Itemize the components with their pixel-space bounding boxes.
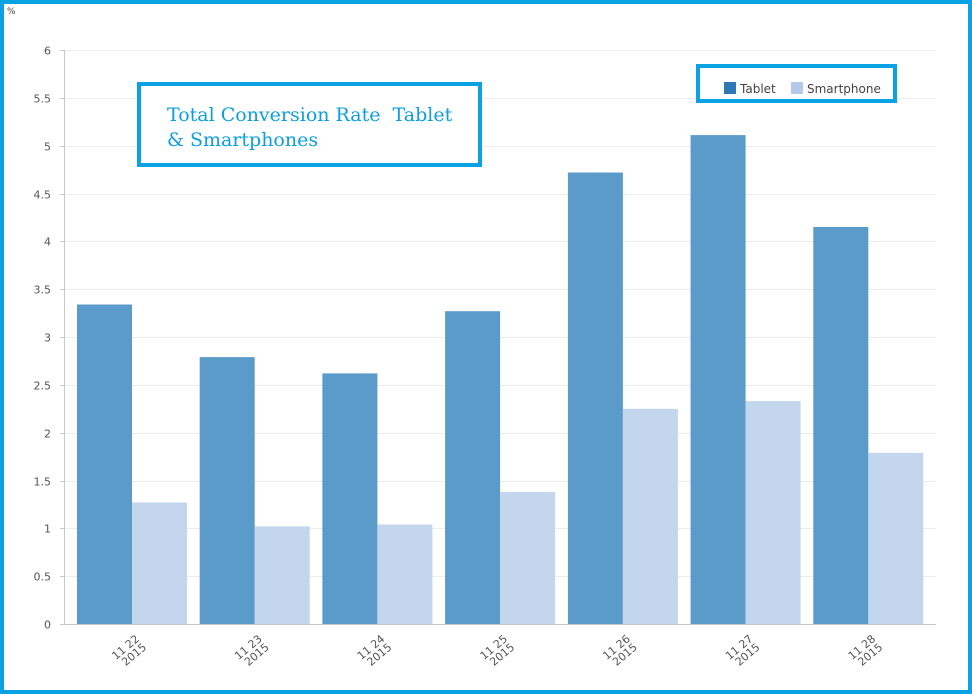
legend-label-smartphone[interactable]: Smartphone <box>807 82 881 96</box>
y-tick-label: 2.5 <box>34 380 52 393</box>
x-tick-label: 11 252015 <box>478 632 518 671</box>
bar-smartphone[interactable] <box>745 401 801 624</box>
y-tick-label: 1 <box>44 523 51 536</box>
x-tick-label: 11 262015 <box>600 632 640 671</box>
bar-tablet[interactable] <box>567 172 623 625</box>
y-tick-label: 0.5 <box>34 571 52 584</box>
legend-svg: Tablet Smartphone <box>724 82 881 96</box>
bar-tablet[interactable] <box>322 373 378 624</box>
x-tick-label: 11 222015 <box>109 632 149 671</box>
chart-title-box: Total Conversion Rate Tablet & Smartphon… <box>137 82 482 167</box>
y-tick-label: 4 <box>44 236 51 249</box>
bar-smartphone[interactable] <box>132 502 187 625</box>
chart-title: Total Conversion Rate Tablet & Smartphon… <box>167 104 459 151</box>
y-tick-label: 5 <box>44 141 51 154</box>
bar-tablet[interactable] <box>77 304 132 625</box>
legend: Tablet Smartphone <box>696 64 897 103</box>
bar-smartphone[interactable] <box>377 524 433 625</box>
legend-swatch-tablet <box>724 82 736 94</box>
bar-smartphone[interactable] <box>500 492 556 624</box>
legend-swatch-smartphone <box>791 82 803 94</box>
bar-tablet[interactable] <box>690 135 746 624</box>
legend-label-tablet[interactable]: Tablet <box>739 82 776 96</box>
bar-tablet[interactable] <box>813 227 869 624</box>
bars <box>77 135 924 625</box>
y-tick-label: 2 <box>44 428 51 441</box>
bar-smartphone[interactable] <box>868 452 924 624</box>
y-tick-label: 0 <box>44 619 51 632</box>
x-tick-label: 11 282015 <box>846 632 886 671</box>
bar-smartphone[interactable] <box>254 526 310 624</box>
y-axis-unit-label: % <box>7 7 16 17</box>
y-tick-label: 5.5 <box>34 93 52 106</box>
y-tick-label: 3.5 <box>34 284 52 297</box>
bar-tablet[interactable] <box>445 311 501 624</box>
x-axis-ticks: 11 222015 11 232015 11 242015 11 252015 11 2… <box>109 632 886 671</box>
y-tick-label: 1.5 <box>34 476 52 489</box>
y-tick-label: 4.5 <box>34 189 52 202</box>
x-tick-label: 11 242015 <box>355 632 395 671</box>
bar-tablet[interactable] <box>199 357 255 624</box>
x-tick-label: 11 272015 <box>723 632 763 671</box>
y-tick-label: 3 <box>44 332 51 345</box>
y-axis-ticks: 0 0.5 1 1.5 2 2.5 3 3.5 4 4.5 5 5.5 6 <box>34 45 65 632</box>
y-tick-label: 6 <box>44 45 51 58</box>
x-tick-label: 11 232015 <box>232 632 272 671</box>
bar-smartphone[interactable] <box>622 408 678 625</box>
